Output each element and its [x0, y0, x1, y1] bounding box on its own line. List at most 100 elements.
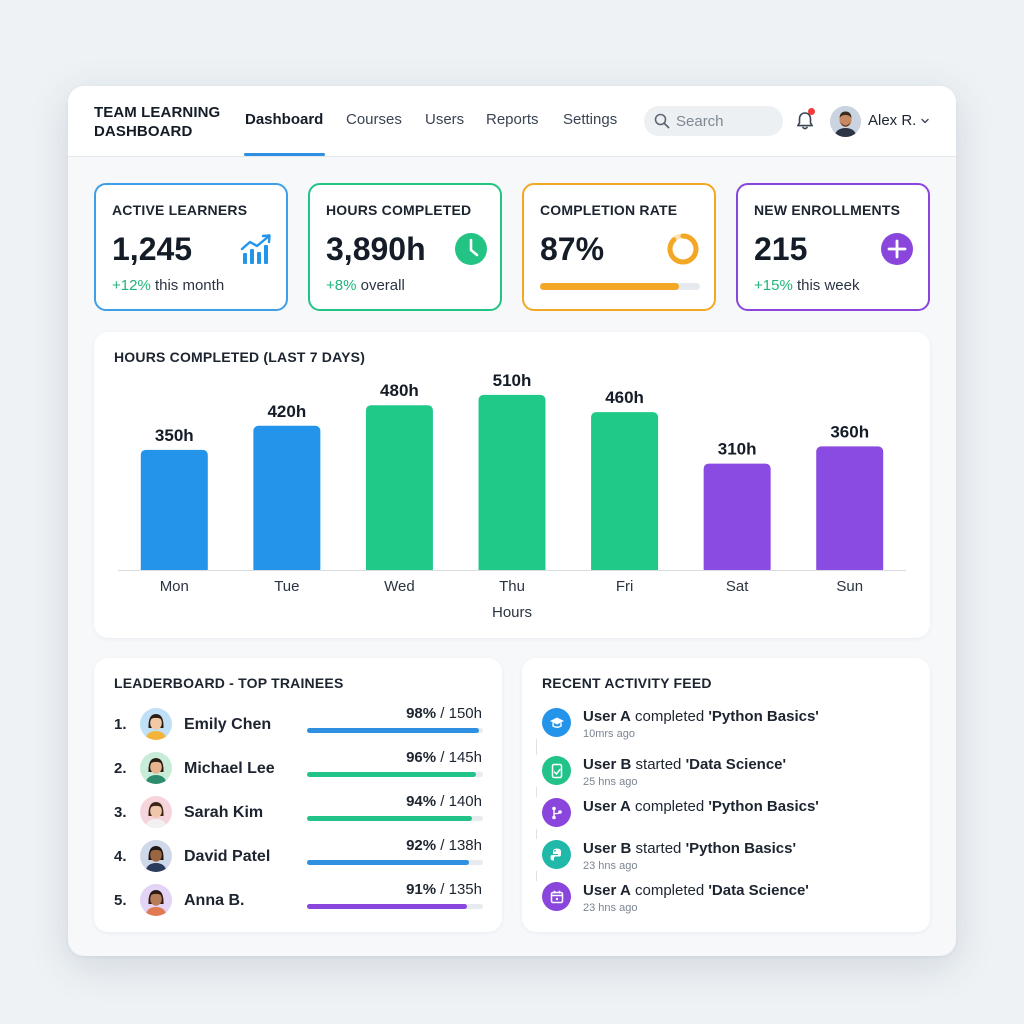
stat-card-new-enrollments[interactable]: NEW ENROLLMENTS 215 +15% this week — [736, 183, 930, 311]
chart-x-tick-label: Thu — [499, 578, 525, 595]
trainee-progress-fill — [307, 772, 476, 777]
top-navigation-bar: TEAM LEARNING DASHBOARD Dashboard Course… — [68, 86, 956, 157]
leaderboard-rank: 5. — [114, 892, 127, 909]
completion-progress-fill — [540, 283, 680, 290]
activity-text: User A completed 'Python Basics' — [583, 708, 819, 725]
trainee-progress-bar — [307, 772, 483, 777]
plus-circle-icon[interactable] — [880, 232, 914, 266]
avatar-image — [140, 752, 172, 784]
chart-data-label: 420h — [267, 402, 306, 421]
chart-x-tick-label: Mon — [160, 578, 189, 595]
chart-baseline-mask — [94, 571, 930, 577]
chart-bar-sun[interactable] — [816, 446, 884, 574]
trainee-progress-bar — [307, 904, 483, 909]
user-avatar-image — [830, 106, 861, 137]
stat-title: ACTIVE LEARNERS — [112, 202, 248, 218]
user-name[interactable]: Alex R. — [868, 112, 917, 129]
trainee-name[interactable]: David Patel — [184, 848, 271, 865]
search-input[interactable] — [676, 112, 776, 130]
stat-title: COMPLETION RATE — [540, 202, 678, 218]
chart-data-label: 350h — [155, 426, 194, 445]
leaderboard-rank: 1. — [114, 716, 127, 733]
leaderboard-row[interactable]: 4. David Patel 92% / 138h — [114, 837, 484, 878]
activity-timestamp: 25 hns ago — [583, 776, 638, 788]
trainee-score: 94% / 140h — [406, 793, 482, 810]
chart-title: HOURS COMPLETED (LAST 7 DAYS) — [114, 349, 366, 365]
chart-data-label: 460h — [605, 388, 644, 407]
tab-dashboard[interactable]: Dashboard — [245, 111, 324, 128]
trainee-score: 98% / 150h — [406, 705, 482, 722]
avatar-image — [140, 708, 172, 740]
trainee-name[interactable]: Sarah Kim — [184, 804, 264, 821]
chart-data-label: 310h — [718, 440, 757, 459]
chart-x-axis-label: Hours — [492, 604, 532, 621]
activity-item[interactable]: User B started 'Data Science' 25 hns ago — [542, 756, 922, 796]
leaderboard-panel: LEADERBOARD - TOP TRAINEES 1. Emily Chen 9… — [94, 658, 502, 932]
avatar-image — [140, 796, 172, 828]
chart-bar-fri[interactable] — [591, 412, 659, 574]
search-icon — [654, 113, 670, 129]
chart-x-tick-label: Wed — [384, 578, 415, 595]
activity-item[interactable]: User A completed 'Python Basics' 10mrs ag… — [542, 708, 922, 748]
chart-bar-wed[interactable] — [365, 405, 433, 574]
active-tab-indicator — [244, 153, 325, 156]
activity-item[interactable]: User B started 'Python Basics' 23 hns ago — [542, 840, 922, 880]
activity-title: RECENT ACTIVITY FEED — [542, 675, 712, 691]
app-title: TEAM LEARNING DASHBOARD — [94, 104, 221, 140]
activity-timestamp: 10mrs ago — [583, 728, 635, 740]
chevron-down-icon[interactable] — [920, 116, 930, 126]
trending-up-chart-icon — [240, 234, 271, 264]
avatar-image — [140, 840, 172, 872]
trainee-progress-bar — [307, 860, 483, 865]
chart-bar-mon[interactable] — [140, 449, 208, 574]
chart-x-tick-label: Fri — [616, 578, 634, 595]
hours-chart-panel: HOURS COMPLETED (LAST 7 DAYS) 350h Mon 420… — [94, 332, 930, 638]
trainee-name[interactable]: Anna B. — [184, 892, 245, 909]
activity-item[interactable]: User A completed 'Data Science' 23 hns ag… — [542, 882, 922, 922]
trainee-avatar — [140, 840, 172, 872]
leaderboard-title: LEADERBOARD - TOP TRAINEES — [114, 675, 344, 691]
stat-value: 87% — [540, 231, 605, 267]
activity-item[interactable]: User A completed 'Python Basics' — [542, 798, 922, 838]
chart-x-tick-label: Tue — [274, 578, 299, 595]
activity-text: User B started 'Data Science' — [583, 756, 787, 773]
trainee-name[interactable]: Emily Chen — [184, 716, 272, 733]
trainee-avatar — [140, 752, 172, 784]
leaderboard-row[interactable]: 3. Sarah Kim 94% / 140h — [114, 793, 484, 834]
user-avatar[interactable] — [830, 106, 861, 137]
chart-data-label: 480h — [380, 381, 419, 400]
leaderboard-row[interactable]: 1. Emily Chen 98% / 150h — [114, 705, 484, 746]
completion-progress-bar — [540, 283, 700, 290]
tab-settings[interactable]: Settings — [563, 111, 618, 128]
tab-reports[interactable]: Reports — [486, 111, 539, 128]
python-icon-glyph — [550, 848, 561, 860]
stat-value: 3,890h — [326, 231, 426, 267]
leaderboard-row[interactable]: 2. Michael Lee 96% / 145h — [114, 749, 484, 790]
stat-card-active-learners[interactable]: ACTIVE LEARNERS 1,245 +12% this month — [94, 183, 288, 311]
python-icon — [542, 840, 571, 869]
trainee-progress-bar — [307, 728, 483, 733]
stat-card-completion-rate[interactable]: COMPLETION RATE 87% — [522, 183, 716, 311]
leaderboard-row[interactable]: 5. Anna B. 91% / 135h — [114, 881, 484, 922]
document-icon — [542, 756, 571, 785]
search-box[interactable] — [644, 106, 783, 136]
tab-courses[interactable]: Courses — [346, 111, 402, 128]
activity-text: User A completed 'Python Basics' — [583, 798, 819, 815]
tab-users[interactable]: Users — [425, 111, 465, 128]
donut-progress-icon — [667, 233, 699, 265]
timeline-connector — [536, 787, 537, 797]
chart-bar-tue[interactable] — [253, 425, 321, 574]
chart-data-label: 360h — [830, 422, 869, 441]
chart-bar-sat[interactable] — [703, 463, 771, 574]
timeline-connector — [536, 871, 537, 881]
activity-feed-panel: RECENT ACTIVITY FEED User A completed 'P… — [522, 658, 930, 932]
trainee-score: 91% / 135h — [406, 881, 482, 898]
chart-bar-thu[interactable] — [478, 394, 546, 574]
stat-card-hours-completed[interactable]: HOURS COMPLETED 3,890h +8% overall — [308, 183, 502, 311]
trainee-score: 92% / 138h — [406, 837, 482, 854]
trainee-progress-bar — [307, 816, 483, 821]
activity-text: User A completed 'Data Science' — [583, 882, 809, 899]
chart-x-tick-label: Sat — [726, 578, 749, 595]
trainee-progress-fill — [307, 860, 469, 865]
trainee-name[interactable]: Michael Lee — [184, 760, 275, 777]
